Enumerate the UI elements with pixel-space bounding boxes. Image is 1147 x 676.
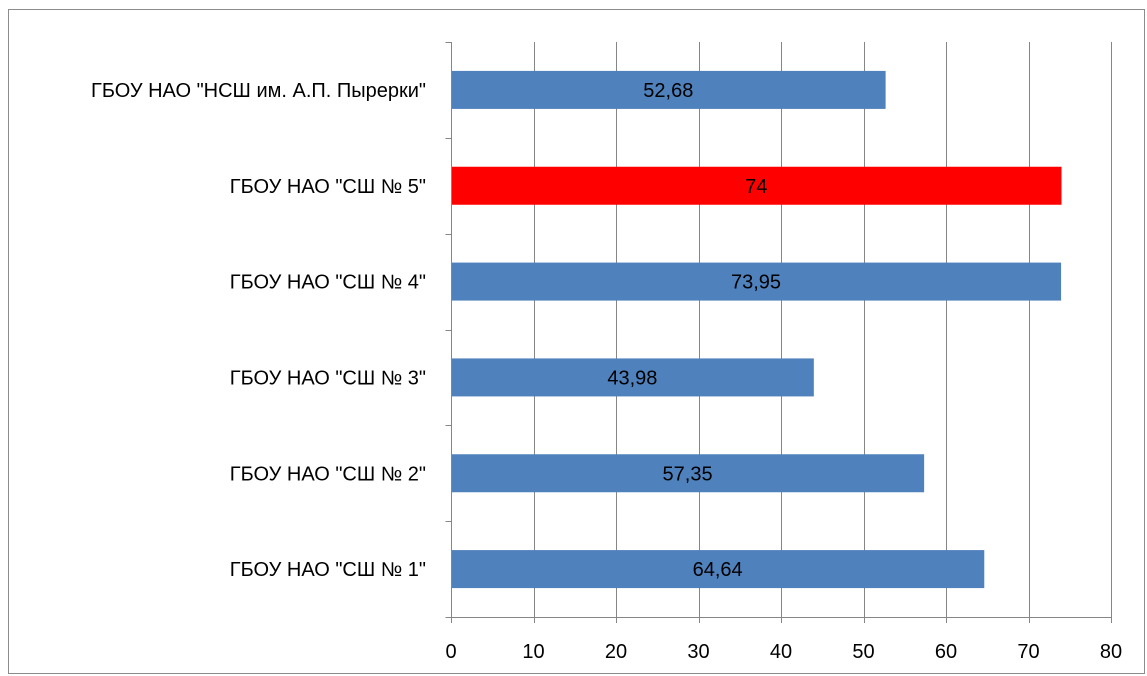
data-label-6: 52,68 — [643, 80, 693, 102]
category-label-5: ГБОУ НАО "СШ № 5" — [230, 176, 426, 198]
data-label-2: 57,35 — [663, 463, 713, 485]
data-label-4: 73,95 — [731, 272, 781, 294]
bar-4 — [452, 262, 1062, 301]
bar-3 — [452, 358, 814, 397]
bar-6 — [452, 70, 886, 109]
x-tick-label-50: 50 — [852, 641, 874, 663]
category-label-1: ГБОУ НАО "СШ № 1" — [230, 559, 426, 581]
x-tick-label-20: 20 — [605, 641, 627, 663]
x-tick-label-30: 30 — [687, 641, 709, 663]
bar-5 — [452, 166, 1062, 205]
category-label-4: ГБОУ НАО "СШ № 4" — [230, 272, 426, 294]
data-label-3: 43,98 — [607, 367, 657, 389]
bar-1 — [452, 550, 985, 589]
x-tick-label-10: 10 — [522, 641, 544, 663]
x-tick-label-60: 60 — [935, 641, 957, 663]
x-tick-label-80: 80 — [1100, 641, 1122, 663]
category-label-6: ГБОУ НАО "НСШ им. А.П. Пырерки" — [91, 80, 426, 102]
category-label-2: ГБОУ НАО "СШ № 2" — [230, 463, 426, 485]
x-tick-label-40: 40 — [770, 641, 792, 663]
data-label-5: 74 — [745, 176, 767, 198]
data-label-1: 64,64 — [693, 559, 743, 581]
x-tick-label-70: 70 — [1017, 641, 1039, 663]
bar-2 — [452, 454, 925, 493]
x-tick-label-0: 0 — [445, 641, 456, 663]
category-label-3: ГБОУ НАО "СШ № 3" — [230, 367, 426, 389]
